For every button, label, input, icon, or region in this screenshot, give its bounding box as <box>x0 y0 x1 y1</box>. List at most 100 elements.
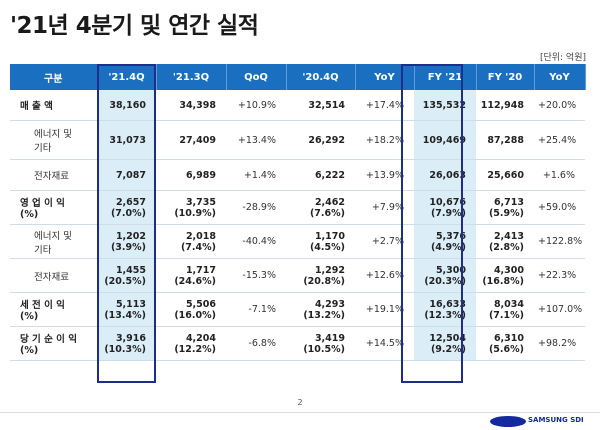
cell-value: 8,034 <box>493 298 524 310</box>
table-cell: 4,300 (16.8%) <box>476 258 534 293</box>
cell-value: +20.0% <box>538 99 577 111</box>
cell-value: 6,989 <box>185 169 216 181</box>
cell-value: +98.2% <box>538 338 577 349</box>
table-cell: 5,376 (4.9%) <box>414 224 476 259</box>
table-cell: +22.3% <box>534 258 585 293</box>
row-label-line2: (%) <box>20 345 39 356</box>
table-cell: 31,073 <box>97 120 156 160</box>
table-row: 에너지 및 기타 1,202 (3.9%) 2,018 (7.4%) -40.4% 1,170… <box>10 224 585 259</box>
cell-value: 16,633 <box>429 298 466 310</box>
table-row: 매 출 액 38,160 34,398 +10.9% 32,514 +17.4% 135,5… <box>10 90 585 121</box>
cell-margin: (7.4%) <box>180 241 216 253</box>
table-cell: -15.3% <box>226 258 286 293</box>
header-qoq: QoQ <box>226 64 287 90</box>
header-fy20: FY '20 <box>476 64 535 90</box>
cell-margin: (5.9%) <box>488 207 524 219</box>
cell-value: 3,419 <box>314 332 345 344</box>
table-cell: 26,063 <box>414 159 476 191</box>
cell-margin: (20.8%) <box>303 275 345 287</box>
table-cell: +19.1% <box>355 292 414 327</box>
cell-value: -28.9% <box>242 202 276 213</box>
cell-margin: (16.0%) <box>174 309 216 321</box>
row-label: 영 업 이 익 (%) <box>10 190 97 225</box>
table-cell: 1,292 (20.8%) <box>286 258 355 293</box>
table-cell: 2,657 (7.0%) <box>97 190 156 225</box>
cell-value: +13.9% <box>365 169 404 181</box>
table-row: 영 업 이 익 (%) 2,657 (7.0%) 3,735 (10.9%) -28.9% 2… <box>10 190 585 225</box>
cell-value: +18.2% <box>365 134 404 146</box>
cell-margin: (12.3%) <box>424 309 466 321</box>
financial-results-table: 구분 '21.4Q '21.3Q QoQ '20.4Q YoY FY '21 F… <box>10 64 586 361</box>
table-cell: +7.9% <box>355 190 414 225</box>
cell-value: 1,170 <box>314 230 345 242</box>
table-row: 당 기 순 이 익 (%) 3,916 (10.3%) 4,204 (12.2%) -6.8… <box>10 326 585 361</box>
cell-margin: (4.5%) <box>309 241 345 253</box>
table-cell: 7,087 <box>97 159 156 191</box>
table-cell: 27,409 <box>156 120 226 160</box>
cell-value: +17.4% <box>365 99 404 111</box>
cell-value: 5,300 <box>435 264 466 276</box>
table-cell: 5,113 (13.4%) <box>97 292 156 327</box>
cell-value: 112,948 <box>480 99 524 111</box>
row-label-line1: 영 업 이 익 <box>20 198 65 209</box>
table-cell: 16,633 (12.3%) <box>414 292 476 327</box>
table-cell: 3,419 (10.5%) <box>286 326 355 361</box>
cell-margin: (5.6%) <box>488 343 524 355</box>
cell-value: -6.8% <box>248 338 276 349</box>
cell-value: 3,916 <box>115 332 146 344</box>
cell-value: +7.9% <box>371 202 404 213</box>
cell-margin: (10.3%) <box>104 343 146 355</box>
table-cell: 1,170 (4.5%) <box>286 224 355 259</box>
cell-value: 5,376 <box>435 230 466 242</box>
table-cell: +2.7% <box>355 224 414 259</box>
cell-value: 1,455 <box>115 264 146 276</box>
cell-value: +1.4% <box>243 169 276 181</box>
cell-value: +59.0% <box>538 202 577 213</box>
table-cell: 4,204 (12.2%) <box>156 326 226 361</box>
table-cell: +10.9% <box>226 90 286 121</box>
table-cell: 6,989 <box>156 159 226 191</box>
table-cell: +98.2% <box>534 326 585 361</box>
table-cell: 109,469 <box>414 120 476 160</box>
samsung-logo-icon <box>490 416 526 427</box>
cell-margin: (24.6%) <box>174 275 216 287</box>
table-cell: 12,504 (9.2%) <box>414 326 476 361</box>
cell-value: 4,300 <box>493 264 524 276</box>
table-cell: 4,293 (13.2%) <box>286 292 355 327</box>
table-cell: -7.1% <box>226 292 286 327</box>
cell-value: 1,202 <box>115 230 146 242</box>
cell-value: 12,504 <box>429 332 466 344</box>
page-number: 2 <box>297 398 303 407</box>
table-cell: +122.8% <box>534 224 585 259</box>
table-cell: +13.4% <box>226 120 286 160</box>
row-label-line2: 기타 <box>34 244 52 256</box>
cell-margin: (7.0%) <box>110 207 146 219</box>
table-cell: 25,660 <box>476 159 534 191</box>
table-cell: +107.0% <box>534 292 585 327</box>
cell-value: +122.8% <box>538 236 583 247</box>
row-label-line1: 에너지 및 <box>34 129 72 140</box>
highlight-box-fy21 <box>401 64 463 383</box>
cell-value: 25,660 <box>487 169 524 181</box>
row-label: 에너지 및 기타 <box>10 120 97 160</box>
table-cell: 1,717 (24.6%) <box>156 258 226 293</box>
cell-margin: (13.2%) <box>303 309 345 321</box>
page-title: '21년 4분기 및 연간 실적 <box>10 13 259 39</box>
row-label-line2: (%) <box>20 209 39 220</box>
table-cell: +20.0% <box>534 90 585 121</box>
table-cell: -6.8% <box>226 326 286 361</box>
cell-value: 1,292 <box>314 264 345 276</box>
cell-margin: (20.3%) <box>424 275 466 287</box>
table-row: 에너지 및 기타 31,073 27,409 +13.4% 26,292 +18.2% 109… <box>10 120 585 160</box>
table-cell: 2,018 (7.4%) <box>156 224 226 259</box>
cell-margin: (7.9%) <box>430 207 466 219</box>
table-cell: 135,532 <box>414 90 476 121</box>
cell-value: +10.9% <box>237 99 276 111</box>
cell-margin: (7.6%) <box>309 207 345 219</box>
cell-value: 1,717 <box>185 264 216 276</box>
cell-value: 3,735 <box>185 196 216 208</box>
table-cell: 38,160 <box>97 90 156 121</box>
cell-margin: (16.8%) <box>482 275 524 287</box>
cell-margin: (9.2%) <box>430 343 466 355</box>
cell-value: +107.0% <box>538 304 583 315</box>
